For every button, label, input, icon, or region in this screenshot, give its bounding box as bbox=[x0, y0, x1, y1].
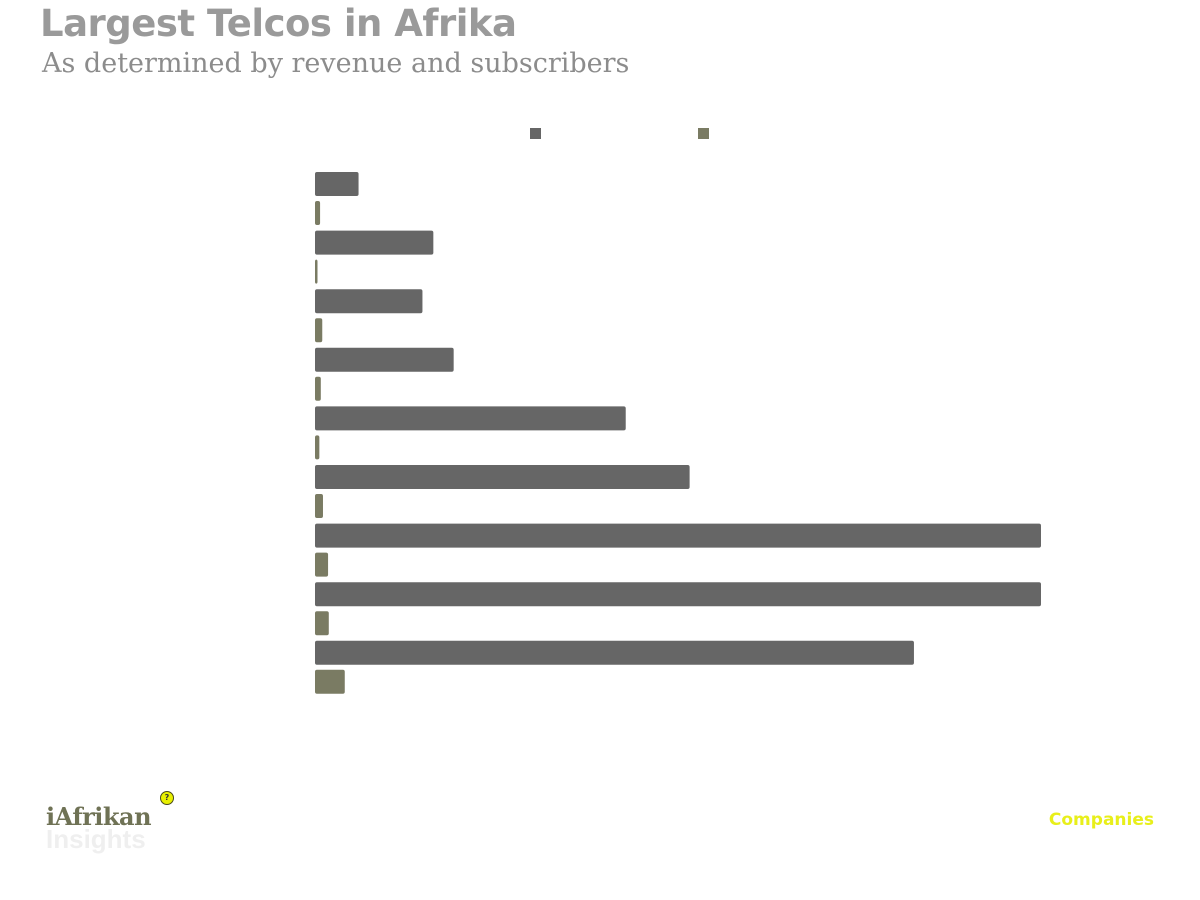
brand-subtitle: Insights bbox=[46, 824, 146, 854]
bar-series-2[interactable] bbox=[315, 435, 320, 460]
legend-item-series-2[interactable] bbox=[698, 128, 709, 140]
category-label: Companies bbox=[1048, 810, 1154, 830]
chart-legend bbox=[0, 124, 1200, 144]
bar-series-1[interactable] bbox=[315, 582, 1041, 607]
bar-series-1[interactable] bbox=[315, 172, 359, 196]
chart-title: Largest Telcos in Afrika bbox=[40, 2, 517, 45]
bar-series-2[interactable] bbox=[315, 259, 318, 284]
lightbulb-icon: ? bbox=[160, 791, 174, 805]
bar-series-1[interactable] bbox=[315, 640, 914, 665]
bar-series-2[interactable] bbox=[315, 552, 329, 577]
bar-series-2[interactable] bbox=[315, 318, 323, 343]
chart-subtitle: As determined by revenue and subscribers bbox=[42, 48, 630, 79]
legend-item-series-1[interactable] bbox=[530, 128, 541, 140]
bar-series-2[interactable] bbox=[315, 669, 345, 694]
bar-series-1[interactable] bbox=[315, 347, 454, 372]
brand-name: iAfrikan bbox=[46, 802, 152, 831]
legend-swatch-series-1 bbox=[530, 128, 541, 139]
brand-logo[interactable]: iAfrikan Insights ? bbox=[46, 791, 186, 862]
bar-series-2[interactable] bbox=[315, 494, 323, 518]
bar-series-2[interactable] bbox=[315, 376, 321, 401]
legend-swatch-series-2 bbox=[698, 128, 709, 139]
bar-series-1[interactable] bbox=[315, 230, 434, 255]
bar-series-1[interactable] bbox=[315, 289, 423, 314]
bar-series-2[interactable] bbox=[315, 201, 321, 225]
bar-series-1[interactable] bbox=[315, 406, 626, 431]
bar-series-2[interactable] bbox=[315, 611, 329, 636]
bar-series-1[interactable] bbox=[315, 465, 690, 489]
bar-series-1[interactable] bbox=[315, 523, 1041, 548]
